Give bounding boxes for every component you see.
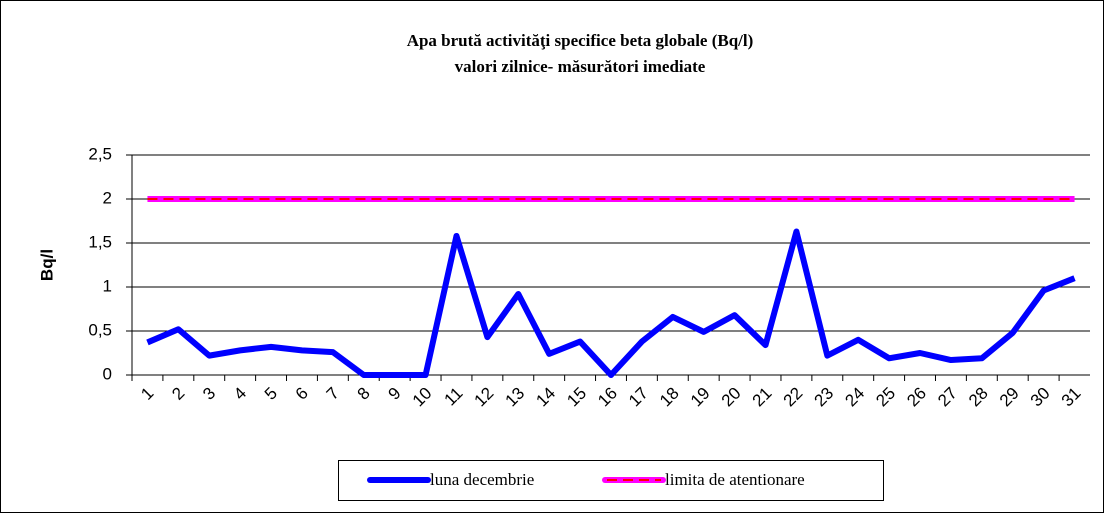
- y-tick-label: 1: [103, 276, 112, 295]
- y-tick-label: 0,5: [88, 320, 112, 339]
- series-line: [146, 228, 1076, 378]
- chart-title: Apa brută activităţi specifice beta glob…: [407, 31, 754, 50]
- y-tick-label: 0: [103, 364, 112, 383]
- y-tick-label: 2: [103, 188, 112, 207]
- legend-label: limita de atentionare: [665, 470, 805, 489]
- y-axis-label: Bq/l: [37, 249, 56, 281]
- y-tick-label: 1,5: [88, 232, 112, 251]
- chart-subtitle: valori zilnice- măsurători imediate: [455, 57, 706, 76]
- y-tick-label: 2,5: [88, 144, 112, 163]
- legend-label: luna decembrie: [430, 470, 534, 489]
